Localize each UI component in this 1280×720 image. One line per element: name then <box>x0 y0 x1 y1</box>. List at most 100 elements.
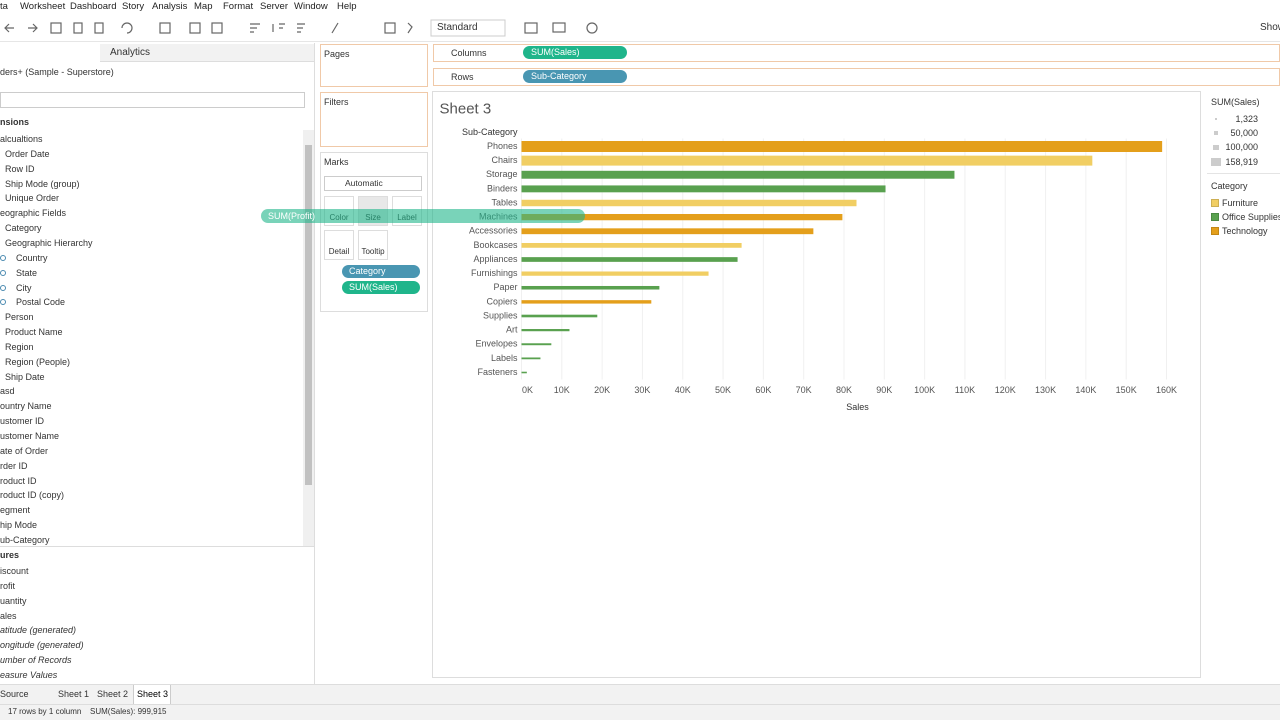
dimension-field[interactable]: Geographic Hierarchy <box>5 237 93 248</box>
dragging-pill[interactable] <box>261 209 585 223</box>
dimension-field[interactable]: Country <box>16 252 48 263</box>
dimension-field[interactable]: roduct ID (copy) <box>0 490 65 501</box>
measure-field[interactable]: ales <box>0 610 17 621</box>
x-tick-label: 160K <box>1156 385 1177 395</box>
dimension-field[interactable]: ustomer Name <box>0 431 60 441</box>
dimension-field[interactable]: City <box>16 282 32 293</box>
dimension-field[interactable]: Row ID <box>5 163 35 174</box>
menu-item[interactable]: Format <box>223 1 254 12</box>
legend-label[interactable]: Technology <box>1222 226 1268 236</box>
measure-field[interactable]: easure Values <box>0 670 58 681</box>
data-pane <box>0 43 315 684</box>
shelf-pill[interactable] <box>523 70 627 83</box>
row-label: Tables <box>491 197 518 207</box>
measure-field[interactable]: uantity <box>0 595 27 606</box>
dimension-field[interactable]: Ship Date <box>5 371 45 382</box>
menu-item[interactable]: Help <box>337 1 357 12</box>
dimensions-header: nsions <box>0 117 30 127</box>
legend-swatch[interactable] <box>1211 213 1219 221</box>
bar <box>521 271 709 276</box>
geo-icon <box>0 299 6 306</box>
measure-field[interactable]: rofit <box>0 580 16 591</box>
mark-button[interactable] <box>358 230 388 260</box>
dragging-pill-label[interactable]: SUM(Profit) <box>268 211 315 221</box>
dimension-field[interactable]: ate of Order <box>0 445 49 456</box>
dimension-field[interactable]: State <box>16 267 38 278</box>
legend-label[interactable]: Furniture <box>1222 198 1259 208</box>
dimension-field[interactable]: ountry Name <box>0 401 52 412</box>
dimension-field[interactable]: Region <box>5 341 34 352</box>
dimension-field[interactable]: Ship Mode (group) <box>5 178 80 189</box>
fit-dropdown[interactable]: Standard <box>437 22 478 33</box>
dimension-field[interactable]: hip Mode <box>0 520 38 531</box>
dimension-field[interactable]: Product Name <box>5 327 63 338</box>
mark-pill-label[interactable]: SUM(Sales) <box>349 282 398 292</box>
show-me-button[interactable]: Show <box>1260 22 1280 33</box>
shelf-title: Filters <box>324 97 349 107</box>
geo-icon <box>0 269 6 276</box>
analytics-tab-bg[interactable] <box>100 44 314 62</box>
mark-pill[interactable] <box>342 281 420 294</box>
bar <box>521 228 814 235</box>
mark-pill[interactable] <box>342 265 420 278</box>
menu-item[interactable]: Server <box>260 1 288 12</box>
dimension-field[interactable]: ustomer ID <box>0 416 45 427</box>
measure-field[interactable]: iscount <box>0 566 29 576</box>
dimension-field[interactable]: asd <box>0 386 15 397</box>
legend-swatch[interactable] <box>1211 199 1219 207</box>
x-tick-label: 60K <box>755 385 771 395</box>
mark-type[interactable]: Automatic <box>345 178 383 188</box>
legend-title: SUM(Sales) <box>1211 97 1260 107</box>
menu-item[interactable]: Dashboard <box>70 1 117 12</box>
mark-pill-label[interactable]: Category <box>349 266 386 276</box>
menu-item[interactable]: Analysis <box>152 1 188 12</box>
size-legend-mark <box>1211 157 1221 166</box>
filters-card <box>320 92 428 147</box>
dimension-field[interactable]: egment <box>0 505 31 516</box>
datasource-name[interactable]: ders+ (Sample - Superstore) <box>0 67 114 77</box>
mark-button[interactable] <box>324 230 354 260</box>
scrollbar-thumb[interactable] <box>305 145 312 485</box>
shelf-pill-label[interactable]: Sub-Category <box>531 71 587 81</box>
dimension-field[interactable]: rder ID <box>0 460 28 471</box>
dimension-field[interactable]: Region (People) <box>5 356 71 367</box>
menu-item[interactable]: Story <box>122 1 145 12</box>
search-box[interactable] <box>0 92 305 108</box>
sheet-tab[interactable]: Sheet 1 <box>58 689 90 699</box>
row-label: Paper <box>493 282 517 292</box>
dimension-field[interactable]: eographic Fields <box>0 208 67 219</box>
measure-field[interactable]: atitude (generated) <box>0 625 77 636</box>
dimension-field[interactable]: Category <box>5 223 42 234</box>
measure-field[interactable]: ongitude (generated) <box>0 640 84 651</box>
dimension-field[interactable]: Person <box>5 312 34 323</box>
row-label: Copiers <box>486 296 518 306</box>
mark-button-label[interactable]: Detail <box>328 247 350 256</box>
sheet-tab[interactable]: Source <box>0 689 29 699</box>
measure-field[interactable]: umber of Records <box>0 655 72 666</box>
x-tick-label: 80K <box>836 385 852 395</box>
pane-tab[interactable]: Analytics <box>110 47 151 58</box>
dimension-field[interactable]: roduct ID <box>0 475 37 486</box>
menu-item[interactable]: Window <box>294 1 328 12</box>
dimension-field[interactable]: alcualtions <box>0 134 43 144</box>
menu-item[interactable]: Worksheet <box>20 1 66 12</box>
dimension-field[interactable]: Postal Code <box>16 297 66 308</box>
size-legend-label: 158,919 <box>1225 156 1258 167</box>
mark-button-label[interactable]: Tooltip <box>361 247 385 256</box>
legend-label[interactable]: Office Supplies <box>1222 212 1280 222</box>
sheet-tab[interactable]: Sheet 2 <box>97 689 129 699</box>
sheet-tab[interactable]: Sheet 3 <box>137 689 169 699</box>
mark-type-dropdown[interactable] <box>324 176 422 191</box>
legend-swatch[interactable] <box>1211 227 1219 235</box>
dimension-field[interactable]: ub-Category <box>0 534 50 545</box>
shelf-pill-label[interactable]: SUM(Sales) <box>531 47 580 57</box>
shelf-label: Rows <box>451 72 474 82</box>
shelf-pill[interactable] <box>523 46 627 59</box>
bar <box>521 357 541 360</box>
menu-item[interactable]: ta <box>0 1 8 12</box>
dimension-field[interactable]: Order Date <box>5 148 50 159</box>
active-tab[interactable] <box>133 685 171 704</box>
bar <box>521 155 1093 166</box>
dimension-field[interactable]: Unique Order <box>5 193 60 204</box>
menu-item[interactable]: Map <box>194 1 213 12</box>
